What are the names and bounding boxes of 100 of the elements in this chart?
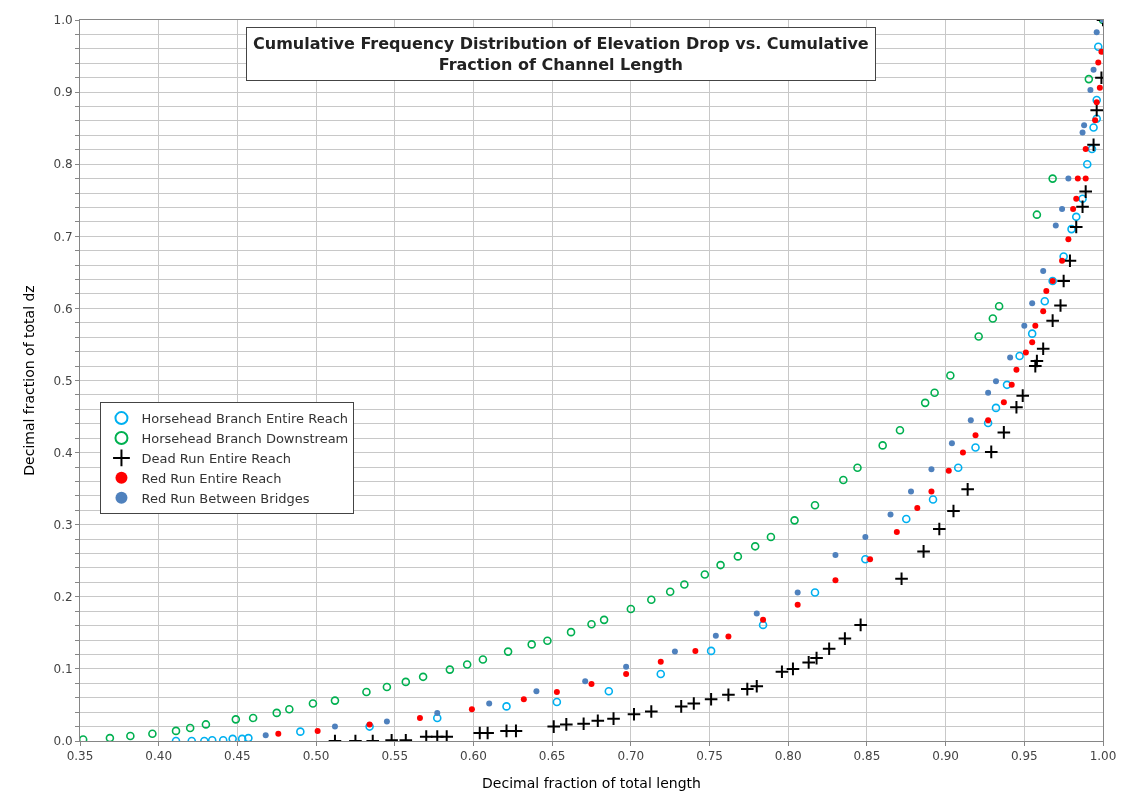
point bbox=[1000, 399, 1007, 406]
point bbox=[794, 589, 801, 596]
legend-label: Red Run Between Bridges bbox=[141, 490, 310, 506]
y-tick-label: 0.9 bbox=[53, 85, 73, 100]
point bbox=[1067, 224, 1076, 234]
point bbox=[1007, 354, 1014, 361]
point bbox=[1089, 123, 1098, 132]
y-tick-label: 1.0 bbox=[53, 13, 73, 28]
point bbox=[1029, 339, 1036, 346]
point bbox=[930, 388, 939, 398]
point bbox=[445, 665, 455, 674]
point bbox=[914, 505, 921, 512]
x-tick-label: 0.85 bbox=[853, 749, 881, 764]
point bbox=[1082, 159, 1092, 169]
point bbox=[928, 488, 935, 495]
x-tick-label: 0.70 bbox=[617, 749, 645, 764]
point bbox=[753, 610, 760, 617]
point bbox=[1008, 381, 1015, 388]
point bbox=[1090, 66, 1097, 73]
point bbox=[623, 670, 630, 677]
point bbox=[839, 475, 848, 485]
point bbox=[383, 718, 390, 725]
point bbox=[308, 699, 318, 708]
x-tick-label: 0.80 bbox=[774, 749, 802, 764]
point bbox=[566, 627, 576, 637]
point bbox=[920, 398, 930, 408]
y-tick-label: 0.6 bbox=[53, 301, 73, 316]
point bbox=[810, 500, 820, 510]
point bbox=[1081, 122, 1088, 129]
point bbox=[1032, 322, 1039, 329]
point bbox=[434, 709, 441, 716]
point bbox=[994, 301, 1004, 311]
point bbox=[237, 734, 247, 741]
point bbox=[416, 714, 423, 721]
point bbox=[657, 658, 664, 665]
point bbox=[553, 688, 560, 695]
point bbox=[887, 511, 894, 518]
point bbox=[1053, 298, 1068, 313]
point bbox=[928, 495, 938, 504]
point bbox=[275, 730, 282, 737]
point bbox=[1059, 257, 1066, 264]
point bbox=[901, 514, 911, 524]
point bbox=[960, 482, 975, 497]
point bbox=[418, 729, 434, 741]
point bbox=[478, 655, 488, 664]
point bbox=[148, 729, 157, 739]
point bbox=[582, 678, 589, 685]
point bbox=[1015, 351, 1024, 361]
point bbox=[985, 417, 992, 424]
point bbox=[721, 687, 736, 703]
point bbox=[1022, 349, 1029, 356]
point bbox=[712, 632, 719, 639]
point bbox=[853, 617, 868, 633]
point bbox=[673, 699, 689, 714]
point bbox=[362, 687, 371, 697]
point bbox=[1065, 175, 1072, 182]
point bbox=[656, 669, 666, 679]
y-tick-label: 0.8 bbox=[53, 157, 73, 172]
point bbox=[774, 664, 790, 680]
point bbox=[928, 466, 935, 473]
legend-label: Horsehead Branch Downstream bbox=[141, 431, 349, 447]
point bbox=[665, 587, 675, 597]
point bbox=[296, 727, 305, 736]
point bbox=[1027, 329, 1037, 338]
point bbox=[105, 733, 115, 741]
point bbox=[953, 463, 963, 473]
point bbox=[314, 727, 321, 734]
point bbox=[1070, 205, 1077, 212]
y-tick-label: 0.2 bbox=[53, 590, 73, 604]
point bbox=[126, 731, 135, 741]
y-tick-label: 0.0 bbox=[53, 734, 73, 749]
point bbox=[988, 314, 998, 323]
legend-label: Red Run Entire Reach bbox=[141, 470, 282, 486]
point bbox=[552, 697, 562, 707]
point bbox=[760, 616, 767, 623]
point bbox=[330, 696, 340, 705]
point bbox=[502, 702, 511, 711]
point bbox=[604, 686, 614, 696]
point bbox=[1093, 42, 1103, 51]
point bbox=[1098, 48, 1103, 55]
point bbox=[1079, 129, 1086, 136]
point bbox=[1092, 95, 1101, 105]
text: Cumulative Frequency Distribution of Elevation Drop vs. Cumulative Fraction of Channel Length bbox=[253, 34, 869, 74]
point bbox=[692, 647, 699, 654]
point bbox=[758, 620, 768, 630]
point bbox=[588, 681, 595, 688]
point bbox=[231, 715, 241, 724]
point bbox=[527, 640, 536, 649]
point bbox=[1009, 399, 1024, 415]
point bbox=[272, 708, 282, 718]
point bbox=[916, 544, 931, 559]
point bbox=[948, 440, 955, 447]
point bbox=[1056, 273, 1071, 289]
x-axis-title: Decimal fraction of total length bbox=[482, 774, 701, 791]
point bbox=[1065, 236, 1072, 243]
point bbox=[983, 444, 999, 460]
point bbox=[533, 688, 540, 695]
point bbox=[959, 449, 966, 456]
point bbox=[1015, 388, 1031, 403]
point bbox=[626, 604, 636, 614]
